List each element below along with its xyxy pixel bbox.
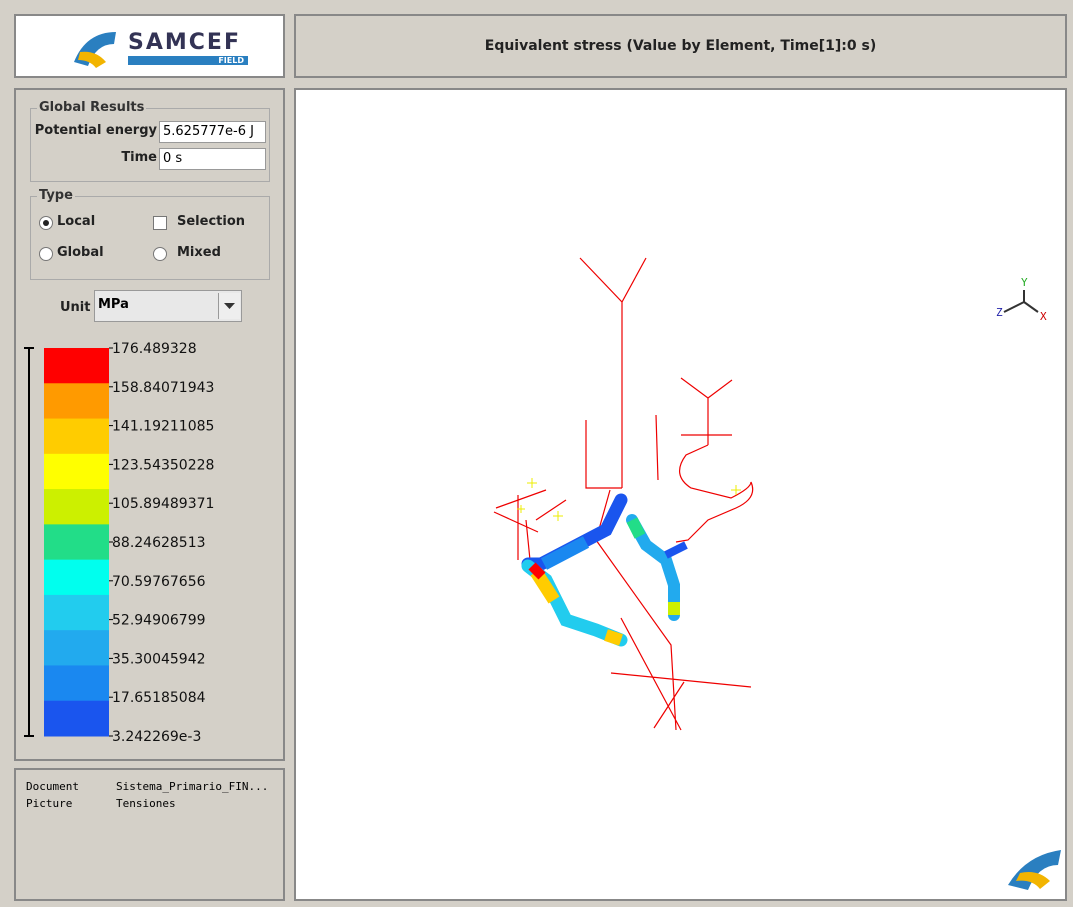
legend-label: 105.89489371 bbox=[112, 496, 214, 512]
legend-label: 176.489328 bbox=[112, 341, 197, 357]
legend-band bbox=[44, 630, 109, 666]
option-label: Selection bbox=[177, 214, 246, 229]
legend-label: 141.19211085 bbox=[112, 419, 214, 435]
info-panel: Document Sistema_Primario_FIN... Picture Te… bbox=[14, 768, 285, 901]
logo-sub: FIELD bbox=[128, 56, 248, 65]
model-view: Y Z X bbox=[493, 257, 1061, 890]
viewport: Y Z X bbox=[294, 88, 1067, 901]
legend-band bbox=[44, 453, 109, 490]
field-label: Potential energy bbox=[34, 123, 157, 138]
group-title: Type bbox=[37, 188, 75, 203]
axis-x: X bbox=[1040, 310, 1047, 323]
legend-label: 35.30045942 bbox=[112, 651, 206, 667]
legend-band bbox=[44, 559, 109, 596]
legend-band bbox=[44, 383, 109, 420]
unit-select[interactable]: MPa bbox=[94, 290, 242, 322]
option-label: Mixed bbox=[177, 245, 221, 260]
field-label: Time bbox=[121, 150, 157, 165]
legend-label: 70.59767656 bbox=[112, 574, 206, 590]
color-legend: 176.489328 158.84071943 141.19211085 123.54… bbox=[24, 341, 214, 745]
legend-band bbox=[44, 594, 109, 631]
logo-name: SAMCEF bbox=[128, 30, 241, 55]
legend-band bbox=[44, 489, 109, 525]
legend-band bbox=[44, 418, 109, 455]
legend-band bbox=[44, 665, 109, 702]
logo-box: SAMCEF FIELD bbox=[14, 14, 285, 78]
radio[interactable] bbox=[39, 216, 53, 230]
unit-label: Unit : bbox=[60, 300, 101, 315]
logo-icon bbox=[74, 32, 116, 68]
axis-y: Y bbox=[1021, 276, 1028, 289]
legend-band bbox=[44, 524, 109, 561]
option-label: Local bbox=[57, 214, 96, 229]
checkbox[interactable] bbox=[153, 216, 167, 230]
info-value: Tensiones bbox=[116, 797, 176, 810]
info-value: Sistema_Primario_FIN... bbox=[116, 780, 269, 793]
field-value: 5.625777e-6 J bbox=[159, 121, 266, 143]
legend-band bbox=[44, 700, 109, 737]
radio-dot bbox=[43, 220, 49, 226]
radio[interactable] bbox=[153, 247, 167, 261]
group-title: Global Results bbox=[37, 100, 147, 115]
title-bar: Equivalent stress (Value by Element, Tim… bbox=[294, 14, 1067, 78]
info-key: Picture bbox=[26, 797, 73, 810]
option-label: Global bbox=[57, 245, 104, 260]
info-key: Document bbox=[26, 780, 79, 793]
global-results: Global Results Potential energy 5.625777… bbox=[30, 100, 270, 182]
axis-z: Z bbox=[996, 306, 1003, 319]
results-panel: Global Results Potential energy 5.625777… bbox=[14, 88, 285, 761]
legend-label: 123.54350228 bbox=[112, 457, 214, 473]
legend-label: 158.84071943 bbox=[112, 380, 214, 396]
view-title: Equivalent stress (Value by Element, Tim… bbox=[484, 38, 877, 54]
legend-label: 52.94906799 bbox=[112, 613, 206, 629]
radio[interactable] bbox=[39, 247, 53, 261]
legend-label: 3.242269e-3 bbox=[112, 729, 201, 745]
legend-band bbox=[44, 348, 109, 384]
dropdown-arrow[interactable] bbox=[218, 293, 240, 319]
field-value: 0 s bbox=[159, 148, 266, 170]
type-group: Type Local Selection Global Mixed bbox=[30, 188, 270, 280]
legend-label: 88.24628513 bbox=[112, 535, 206, 551]
legend-label: 17.65185084 bbox=[112, 690, 206, 706]
